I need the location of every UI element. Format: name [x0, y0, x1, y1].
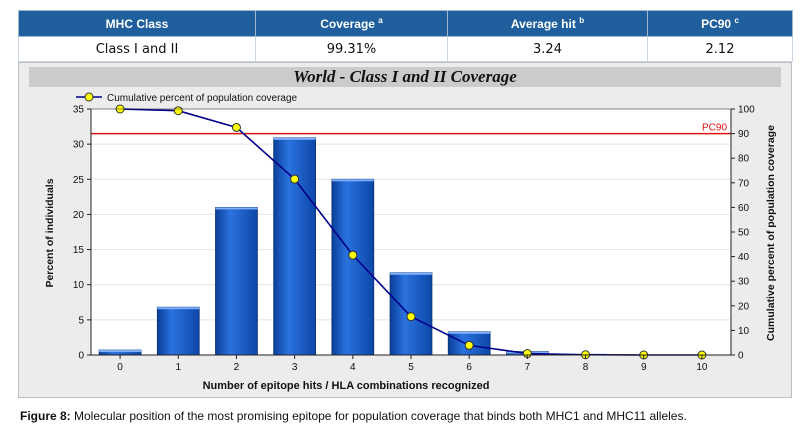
y2-tick-label-60: 60 [738, 203, 750, 214]
x-tick-label-4: 4 [350, 362, 356, 373]
bar-3 [273, 137, 316, 356]
chart-title: World - Class I and II Coverage [293, 67, 517, 86]
x-tick-label-0: 0 [117, 362, 123, 373]
y-tick-label-15: 15 [73, 245, 85, 256]
x-tick-label-10: 10 [696, 362, 708, 373]
y-tick-label-25: 25 [73, 175, 85, 186]
header-pc90: PC90 c [647, 10, 793, 37]
y2-tick-label-0: 0 [738, 351, 744, 362]
x-tick-label-8: 8 [583, 362, 589, 373]
y2-tick-label-50: 50 [738, 228, 750, 239]
caption-label: Figure 8: [20, 409, 71, 423]
caption-text: Molecular position of the most promising… [74, 409, 687, 423]
coverage-summary-table: MHC Class Coverage a Average hit b PC90 … [18, 10, 793, 62]
bar-2 [215, 206, 258, 356]
y-tick-label-5: 5 [78, 315, 84, 326]
legend-label: Cumulative percent of population coverag… [107, 93, 298, 104]
cumulative-point-1 [173, 106, 183, 116]
y-tick-label-10: 10 [73, 280, 85, 291]
y2-tick-label-80: 80 [738, 154, 750, 165]
header-average-hit: Average hit b [447, 10, 648, 37]
x-tick-label-1: 1 [175, 362, 181, 373]
y-tick-label-30: 30 [73, 140, 85, 151]
y2-tick-label-70: 70 [738, 178, 750, 189]
bar-top-highlight-5 [390, 272, 432, 275]
bar-top-highlight-2 [215, 207, 258, 210]
y2-tick-label-90: 90 [738, 129, 750, 140]
x-tick-label-3: 3 [292, 362, 298, 373]
bar-top-highlight-1 [157, 307, 200, 310]
header-coverage: Coverage a [255, 10, 448, 37]
cell-pc90: 2.12 [647, 36, 793, 62]
x-axis-title: Number of epitope hits / HLA combination… [203, 380, 490, 392]
y-tick-label-35: 35 [73, 105, 85, 116]
x-tick-label-5: 5 [408, 362, 414, 373]
table-row: Class I and II 99.31% 3.24 2.12 [18, 36, 793, 62]
x-tick-label-7: 7 [525, 362, 531, 373]
table-header-row: MHC Class Coverage a Average hit b PC90 … [18, 10, 793, 37]
y2-tick-label-100: 100 [738, 105, 755, 116]
cumulative-point-6 [464, 340, 474, 350]
bar-top-highlight-4 [331, 179, 374, 182]
chart-legend: Cumulative percent of population coverag… [76, 92, 298, 104]
bar-4 [331, 178, 375, 356]
cumulative-point-4 [348, 250, 358, 260]
coverage-chart-panel: World - Class I and II Coverage Cumulati… [18, 62, 792, 398]
x-tick-label-6: 6 [466, 362, 472, 373]
cumulative-point-2 [231, 122, 241, 132]
cumulative-point-5 [406, 312, 416, 322]
x-tick-label-2: 2 [234, 362, 240, 373]
cell-coverage: 99.31% [255, 36, 448, 62]
y2-tick-label-20: 20 [738, 301, 750, 312]
y-tick-label-0: 0 [78, 351, 84, 362]
cell-mhc-class: Class I and II [18, 36, 256, 62]
bar-top-highlight-3 [273, 137, 316, 140]
y-axis-title: Percent of individuals [44, 178, 56, 287]
y2-axis-title: Cumulative percent of population coverag… [765, 125, 777, 341]
y2-tick-label-40: 40 [738, 252, 750, 263]
cumulative-point-3 [290, 174, 300, 184]
header-mhc-class: MHC Class [18, 10, 256, 37]
y2-tick-label-30: 30 [738, 277, 750, 288]
figure-caption: Figure 8: Molecular position of the most… [20, 409, 687, 423]
bar-1 [156, 306, 200, 356]
x-tick-label-9: 9 [641, 362, 647, 373]
pc90-reference-label: PC90 [702, 123, 727, 134]
chart-title-band [29, 67, 781, 87]
legend-marker-swatch [84, 92, 94, 102]
y-tick-label-20: 20 [73, 210, 85, 221]
y2-tick-label-10: 10 [738, 326, 750, 337]
cell-average-hit: 3.24 [447, 36, 648, 62]
bar-top-highlight-0 [99, 350, 142, 353]
bar-top-highlight-6 [448, 331, 491, 334]
coverage-chart: World - Class I and II Coverage Cumulati… [29, 67, 781, 392]
